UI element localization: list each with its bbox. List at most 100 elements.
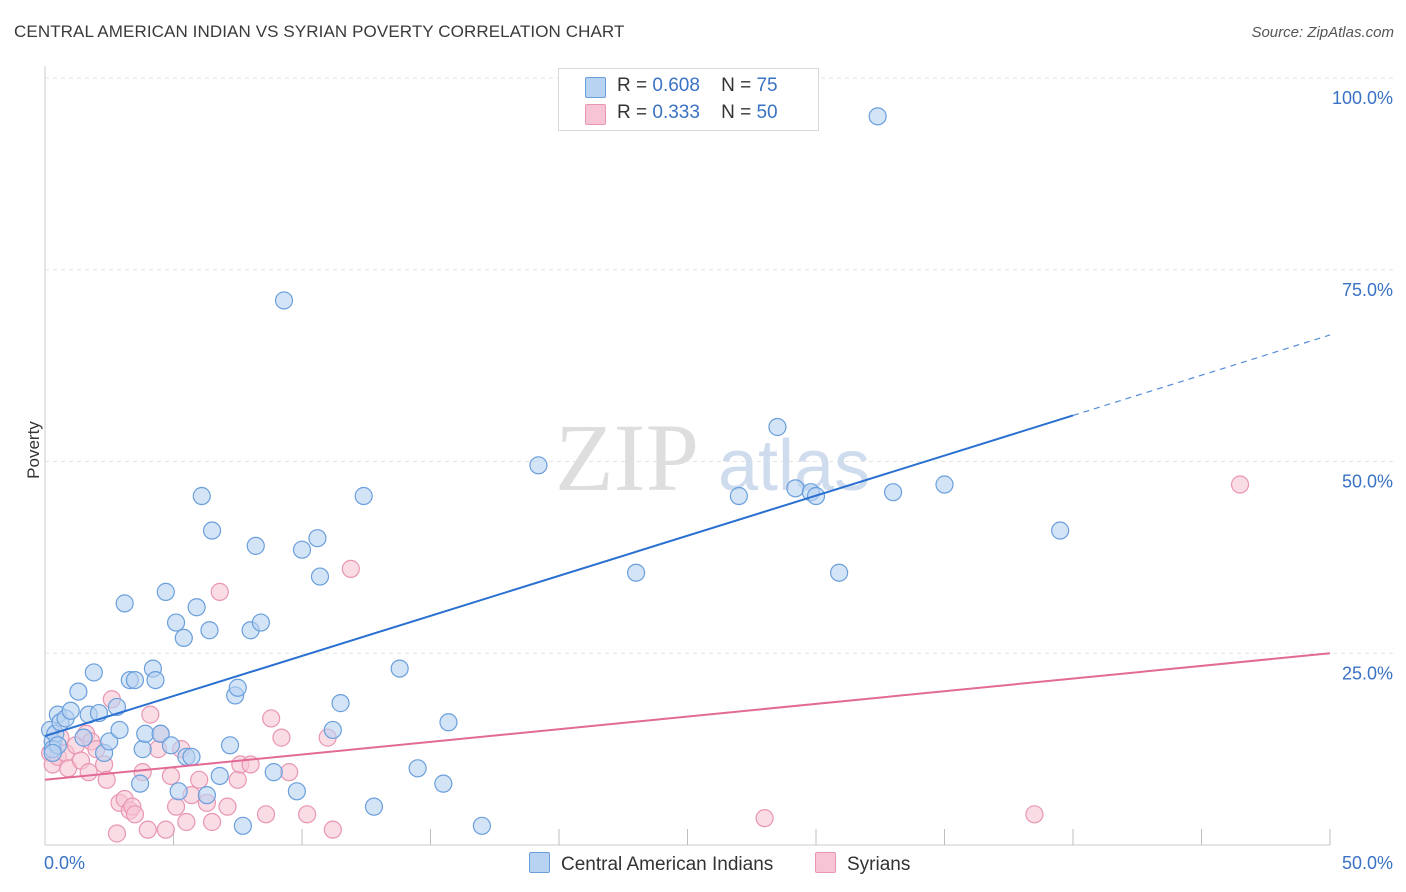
syrians-point (256, 805, 276, 824)
syrians-point (107, 824, 127, 843)
grid-lines (45, 77, 1395, 654)
trend-line-extension (1072, 334, 1331, 417)
central-american-indians-point (1051, 521, 1070, 540)
trend-line-syrians (44, 652, 1331, 781)
syrians-point (141, 705, 160, 724)
central-american-indians-point (308, 529, 327, 548)
central-american-indians-point (331, 694, 350, 713)
central-american-indians-point (786, 479, 805, 498)
central-american-indians-point (768, 417, 787, 437)
central-american-indians-point (264, 763, 283, 782)
central-american-indians-point (202, 521, 222, 540)
syrians-point (210, 582, 229, 601)
central-american-indians-point (166, 613, 186, 632)
central-american-indians-point (251, 613, 270, 632)
legend-r-value: 0.333 (652, 102, 700, 123)
syrians-point (323, 820, 342, 839)
central-american-indians-point (200, 621, 219, 640)
legend-swatch-blue (585, 77, 606, 98)
syrians-point (202, 812, 222, 832)
central-american-indians-point (274, 291, 294, 310)
central-american-indians-point (69, 682, 88, 701)
central-american-indians-point (130, 774, 150, 793)
syrians-point (190, 770, 209, 789)
central-american-indians-points (41, 107, 1070, 835)
legend-text-blue: R = 0.608 N = 75 (617, 75, 778, 97)
central-american-indians-point (125, 670, 145, 690)
source-label: Source: ZipAtlas.com (1251, 24, 1394, 41)
bottom-legend-swatch-pink (815, 852, 836, 873)
syrians-point (138, 820, 157, 839)
syrians-point (156, 820, 175, 839)
central-american-indians-point (323, 720, 342, 740)
legend-n-label: N = (721, 102, 752, 123)
legend-r-label: R = (617, 102, 648, 123)
legend-text-pink: R = 0.333 N = 50 (617, 102, 778, 124)
central-american-indians-point (868, 107, 887, 126)
trend-lines (44, 334, 1331, 781)
central-american-indians-point (729, 486, 749, 506)
central-american-indians-point (310, 567, 330, 586)
chart-title: CENTRAL AMERICAN INDIAN VS SYRIAN POVERT… (14, 22, 625, 41)
central-american-indians-point (364, 797, 384, 816)
syrians-point (1025, 805, 1044, 824)
syrians-point (161, 766, 181, 786)
y-tick-label: 25.0% (1342, 663, 1393, 683)
tick-labels: 25.0% 50.0% 75.0% 100.0% 0.0% 50.0% (44, 88, 1393, 873)
x-tick-label: 0.0% (44, 853, 85, 873)
syrians-point (228, 770, 247, 789)
central-american-indians-point (408, 759, 427, 778)
watermark-zip: ZIP (555, 404, 699, 511)
central-american-indians-point (192, 486, 211, 506)
trend-line-central-american-indians (44, 414, 1074, 738)
legend-r-label: R = (617, 75, 648, 96)
legend-n-value: 75 (756, 75, 778, 96)
central-american-indians-point (883, 483, 903, 502)
central-american-indians-point (136, 724, 155, 743)
central-american-indians-point (246, 536, 265, 555)
central-american-indians-point (100, 732, 119, 751)
central-american-indians-point (187, 598, 206, 617)
bottom-legend-pink: Syrians (815, 852, 910, 876)
central-american-indians-point (220, 736, 240, 755)
central-american-indians-point (84, 663, 103, 682)
y-tick-label: 100.0% (1332, 88, 1393, 108)
syrians-point (177, 812, 196, 832)
legend-r-value: 0.608 (652, 75, 700, 96)
legend-n-label: N = (721, 75, 752, 96)
central-american-indians-point (110, 720, 129, 740)
syrians-point (125, 805, 145, 824)
central-american-indians-point (43, 743, 62, 763)
central-american-indians-point (182, 747, 201, 766)
syrians-point (341, 559, 360, 578)
central-american-indians-point (935, 475, 954, 494)
central-american-indians-point (287, 782, 306, 801)
bottom-legend-swatch-blue (529, 852, 550, 873)
x-tick-label: 50.0% (1342, 853, 1393, 873)
central-american-indians-point (529, 456, 548, 475)
bottom-legend-blue: Central American Indians (529, 852, 773, 876)
central-american-indians-point (197, 786, 217, 805)
central-american-indians-point (626, 563, 646, 582)
axes (44, 66, 1331, 846)
central-american-indians-point (107, 697, 127, 717)
central-american-indians-point (169, 782, 188, 801)
central-american-indians-point (174, 628, 193, 648)
syrians-point (218, 797, 237, 816)
syrians-point (298, 805, 317, 824)
central-american-indians-point (830, 563, 849, 582)
central-american-indians-point (439, 713, 458, 732)
syrians-point (755, 809, 774, 828)
bottom-legend-label-pink: Syrians (847, 854, 911, 875)
central-american-indians-point (210, 766, 229, 786)
syrians-point (1230, 475, 1250, 494)
bottom-legend-label-blue: Central American Indians (561, 854, 774, 875)
central-american-indians-point (156, 582, 175, 601)
syrians-point (280, 763, 299, 782)
central-american-indians-point (472, 816, 491, 835)
legend-n-value: 50 (756, 102, 778, 123)
syrians-point (166, 797, 186, 816)
central-american-indians-point (133, 740, 152, 759)
y-tick-label: 75.0% (1342, 280, 1393, 300)
